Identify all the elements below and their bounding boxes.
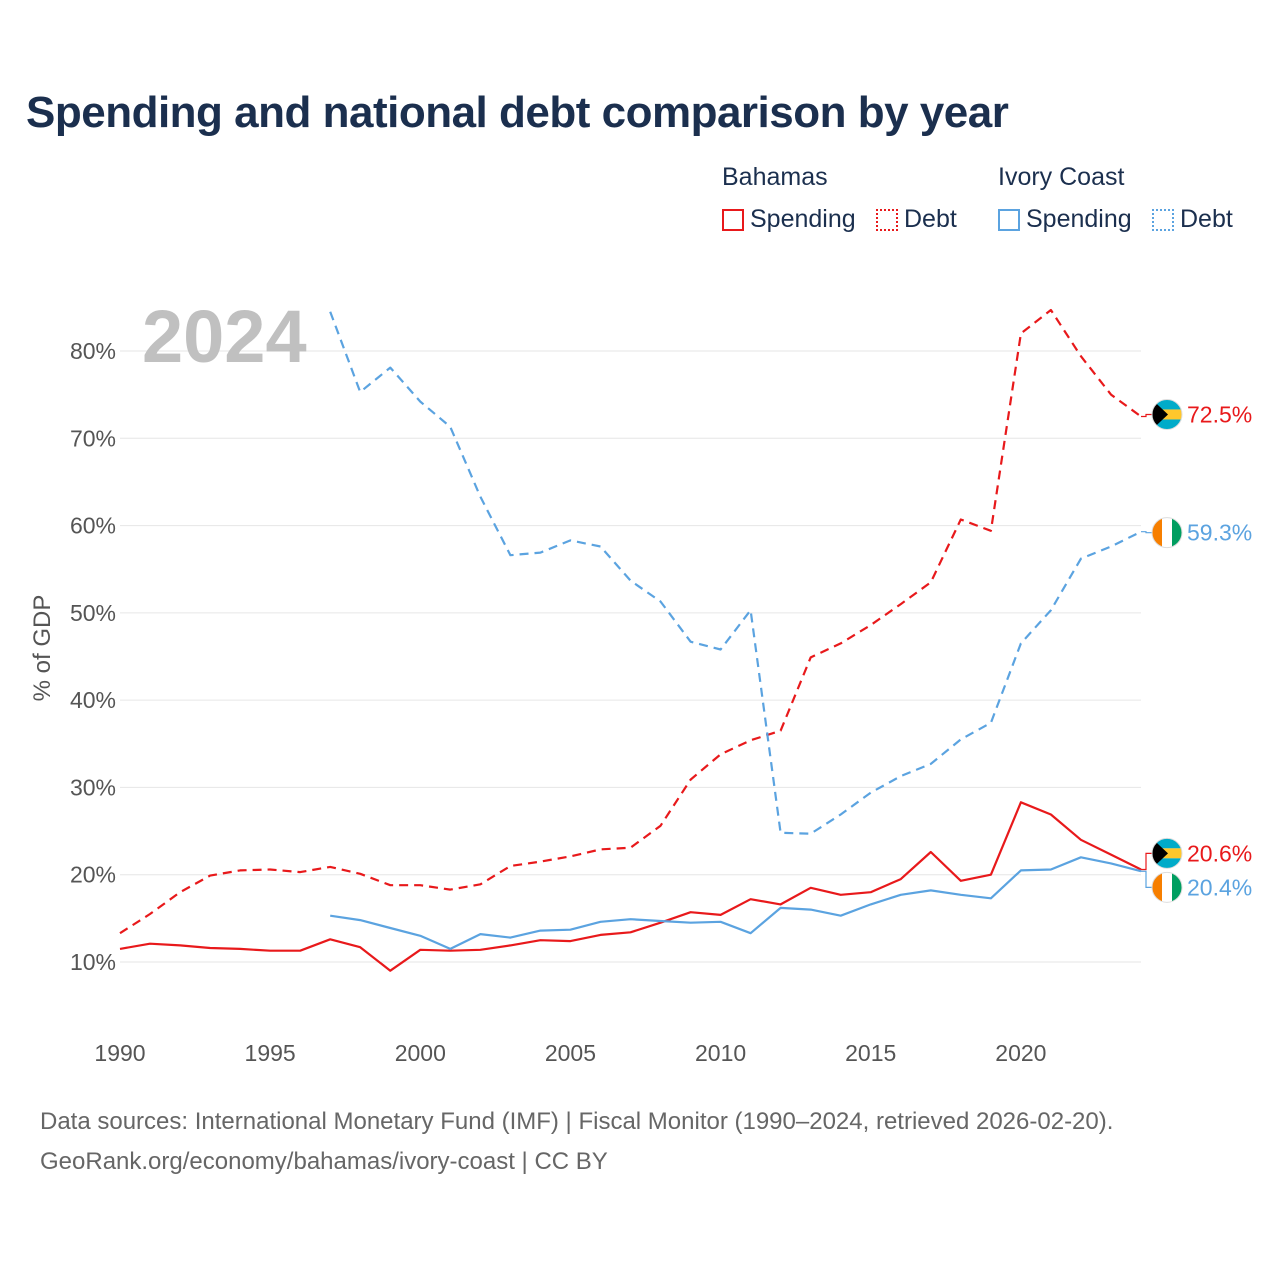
x-tick-label: 2015 <box>845 1040 896 1066</box>
ivory-coast-debt-line <box>329 311 1142 835</box>
bahamas-spending-line <box>119 801 1142 972</box>
end-value-label: 20.4% <box>1187 874 1252 900</box>
end-value-label: 72.5% <box>1187 401 1252 427</box>
legend-bahamas-debt-label: Debt <box>904 205 957 233</box>
end-labels: 72.5% 59.3% 20.6% 20.4% <box>1141 398 1252 903</box>
y-tick-label: 70% <box>70 425 116 451</box>
x-tick-label: 2005 <box>545 1040 596 1066</box>
ivory-coast-spending-end-label: 20.4% <box>1141 870 1252 903</box>
credit-note: GeoRank.org/economy/bahamas/ivory-coast … <box>40 1148 608 1175</box>
dotted-line-swatch-icon <box>1152 208 1174 231</box>
x-tick-label: 1995 <box>245 1040 296 1066</box>
bahamas-flag-icon <box>1151 398 1183 430</box>
legend-bahamas-spending[interactable]: Spending <box>722 205 856 234</box>
legend-ivory-coast-spending-label: Spending <box>1026 205 1132 233</box>
solid-line-swatch-icon <box>998 208 1020 231</box>
solid-line-swatch-icon <box>722 208 744 231</box>
legend-ivory-coast-debt[interactable]: Debt <box>1152 205 1233 234</box>
x-axis-ticks: 1990 1995 2000 2005 2010 2015 2020 <box>94 1040 1046 1066</box>
y-tick-label: 30% <box>70 774 116 800</box>
y-tick-label: 50% <box>70 600 116 626</box>
y-tick-label: 40% <box>70 687 116 713</box>
ivory-coast-debt-end-label: 59.3% <box>1141 517 1252 549</box>
legend-ivory-coast-debt-label: Debt <box>1180 205 1233 233</box>
x-tick-label: 2010 <box>695 1040 746 1066</box>
chart-title: Spending and national debt comparison by… <box>26 88 1009 137</box>
legend-ivory-coast-spending[interactable]: Spending <box>998 205 1132 234</box>
bahamas-debt-line <box>119 308 1142 935</box>
bahamas-debt-end-label: 72.5% <box>1141 398 1252 430</box>
ivory-coast-flag-icon <box>1151 517 1183 549</box>
ivory-coast-flag-icon <box>1151 871 1183 903</box>
end-value-label: 59.3% <box>1187 520 1252 546</box>
end-value-label: 20.6% <box>1187 840 1252 866</box>
y-tick-label: 80% <box>70 338 116 364</box>
legend-bahamas-spending-label: Spending <box>750 205 856 233</box>
gridlines <box>120 350 1141 963</box>
y-tick-label: 60% <box>70 513 116 539</box>
ivory-coast-spending-line <box>330 856 1142 950</box>
legend-bahamas-debt[interactable]: Debt <box>876 205 957 234</box>
bahamas-flag-icon <box>1151 837 1183 869</box>
legend-ivory-coast-title: Ivory Coast <box>998 163 1125 191</box>
x-tick-label: 2000 <box>395 1040 446 1066</box>
year-watermark: 2024 <box>142 295 307 378</box>
x-tick-label: 1990 <box>94 1040 145 1066</box>
x-tick-label: 2020 <box>995 1040 1046 1066</box>
y-axis-label: % of GDP <box>29 595 56 702</box>
y-tick-label: 10% <box>70 949 116 975</box>
dotted-line-swatch-icon <box>876 208 898 231</box>
series-lines <box>119 308 1142 972</box>
legend-bahamas-title: Bahamas <box>722 163 828 191</box>
y-axis-ticks: 10% 20% 30% 40% 50% 60% 70% 80% <box>70 338 116 975</box>
bahamas-spending-end-label: 20.6% <box>1141 837 1252 871</box>
y-tick-label: 20% <box>70 862 116 888</box>
source-note: Data sources: International Monetary Fun… <box>40 1108 1114 1135</box>
